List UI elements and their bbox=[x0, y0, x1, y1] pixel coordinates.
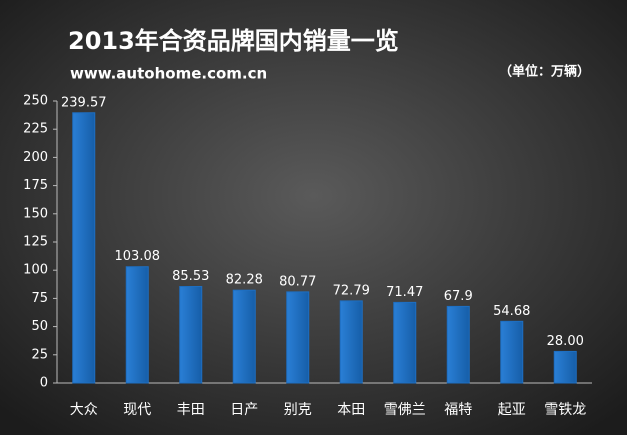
bar bbox=[286, 291, 310, 384]
value-label: 80.77 bbox=[279, 274, 316, 289]
y-tick-label: 225 bbox=[23, 122, 48, 137]
bar bbox=[179, 286, 203, 384]
y-tick-label: 75 bbox=[31, 291, 48, 306]
y-tick-label: 150 bbox=[23, 206, 48, 221]
value-label: 54.68 bbox=[493, 304, 530, 319]
y-tick-label: 125 bbox=[23, 235, 48, 250]
value-label: 103.08 bbox=[115, 249, 161, 264]
y-tick-label: 100 bbox=[23, 263, 48, 278]
x-tick-label: 起亚 bbox=[498, 402, 526, 418]
y-tick-label: 200 bbox=[23, 150, 48, 165]
bar bbox=[232, 289, 256, 384]
x-tick-label: 现代 bbox=[123, 402, 151, 418]
bar bbox=[393, 301, 417, 384]
x-tick-label: 大众 bbox=[70, 402, 98, 418]
value-label: 85.53 bbox=[172, 269, 209, 284]
bar bbox=[446, 305, 470, 384]
x-tick-label: 本田 bbox=[337, 402, 365, 418]
x-tick-label: 别克 bbox=[284, 402, 312, 418]
bar bbox=[339, 300, 363, 384]
value-label: 82.28 bbox=[226, 273, 263, 288]
value-label: 239.57 bbox=[61, 95, 107, 110]
value-label: 71.47 bbox=[386, 285, 423, 300]
y-tick-label: 50 bbox=[31, 319, 48, 334]
bar bbox=[125, 266, 149, 384]
bar bbox=[553, 350, 577, 384]
x-tick-label: 丰田 bbox=[177, 402, 205, 418]
x-tick-label: 日产 bbox=[230, 402, 258, 418]
unit-note: （单位：万辆） bbox=[499, 64, 590, 80]
y-tick-label: 175 bbox=[23, 178, 48, 193]
y-tick-label: 250 bbox=[23, 94, 48, 109]
bar bbox=[500, 320, 524, 384]
x-tick-label: 雪佛兰 bbox=[384, 402, 426, 418]
x-tick-label: 福特 bbox=[444, 402, 472, 418]
value-label: 67.9 bbox=[444, 289, 473, 304]
chart-subtitle: www.autohome.com.cn bbox=[70, 65, 267, 83]
value-label: 72.79 bbox=[333, 283, 370, 298]
x-tick-label: 雪铁龙 bbox=[544, 402, 586, 418]
y-tick-label: 0 bbox=[40, 376, 48, 391]
value-label: 28.00 bbox=[547, 334, 584, 349]
chart-title: 2013年合资品牌国内销量一览 bbox=[68, 27, 399, 55]
y-tick-label: 25 bbox=[31, 347, 48, 362]
bar bbox=[72, 112, 96, 384]
